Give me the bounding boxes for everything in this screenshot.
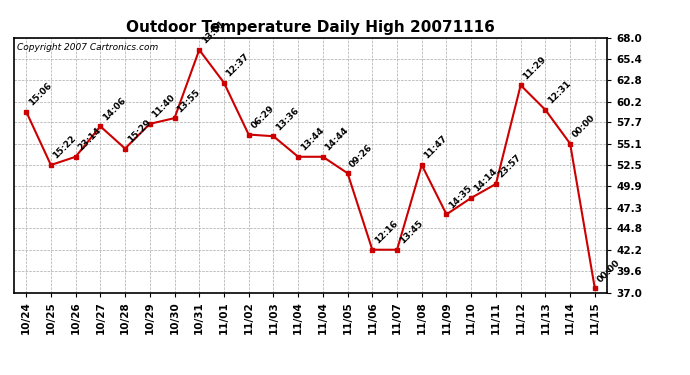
Text: 06:29: 06:29 (249, 104, 276, 130)
Text: 15:06: 15:06 (27, 81, 53, 107)
Text: 12:37: 12:37 (224, 52, 251, 79)
Text: 15:29: 15:29 (126, 118, 152, 144)
Text: 13:45: 13:45 (397, 219, 424, 246)
Text: 11:47: 11:47 (422, 134, 449, 161)
Title: Outdoor Temperature Daily High 20071116: Outdoor Temperature Daily High 20071116 (126, 20, 495, 35)
Text: 15:22: 15:22 (52, 134, 78, 161)
Text: 00:00: 00:00 (595, 258, 622, 284)
Text: 11:40: 11:40 (150, 93, 177, 120)
Text: 12:16: 12:16 (373, 219, 400, 246)
Text: 00:00: 00:00 (571, 113, 597, 140)
Text: 13:44: 13:44 (299, 126, 326, 153)
Text: 09:26: 09:26 (348, 142, 375, 169)
Text: 11:29: 11:29 (521, 54, 548, 81)
Text: 14:35: 14:35 (447, 183, 474, 210)
Text: 14:44: 14:44 (324, 126, 351, 153)
Text: 12:31: 12:31 (546, 79, 573, 106)
Text: 23:14: 23:14 (76, 126, 103, 153)
Text: 13:51: 13:51 (200, 19, 226, 46)
Text: 14:14: 14:14 (472, 167, 499, 194)
Text: 23:57: 23:57 (497, 153, 523, 180)
Text: 13:36: 13:36 (274, 105, 301, 132)
Text: 13:55: 13:55 (175, 87, 201, 114)
Text: 14:06: 14:06 (101, 96, 128, 122)
Text: Copyright 2007 Cartronics.com: Copyright 2007 Cartronics.com (17, 43, 158, 52)
